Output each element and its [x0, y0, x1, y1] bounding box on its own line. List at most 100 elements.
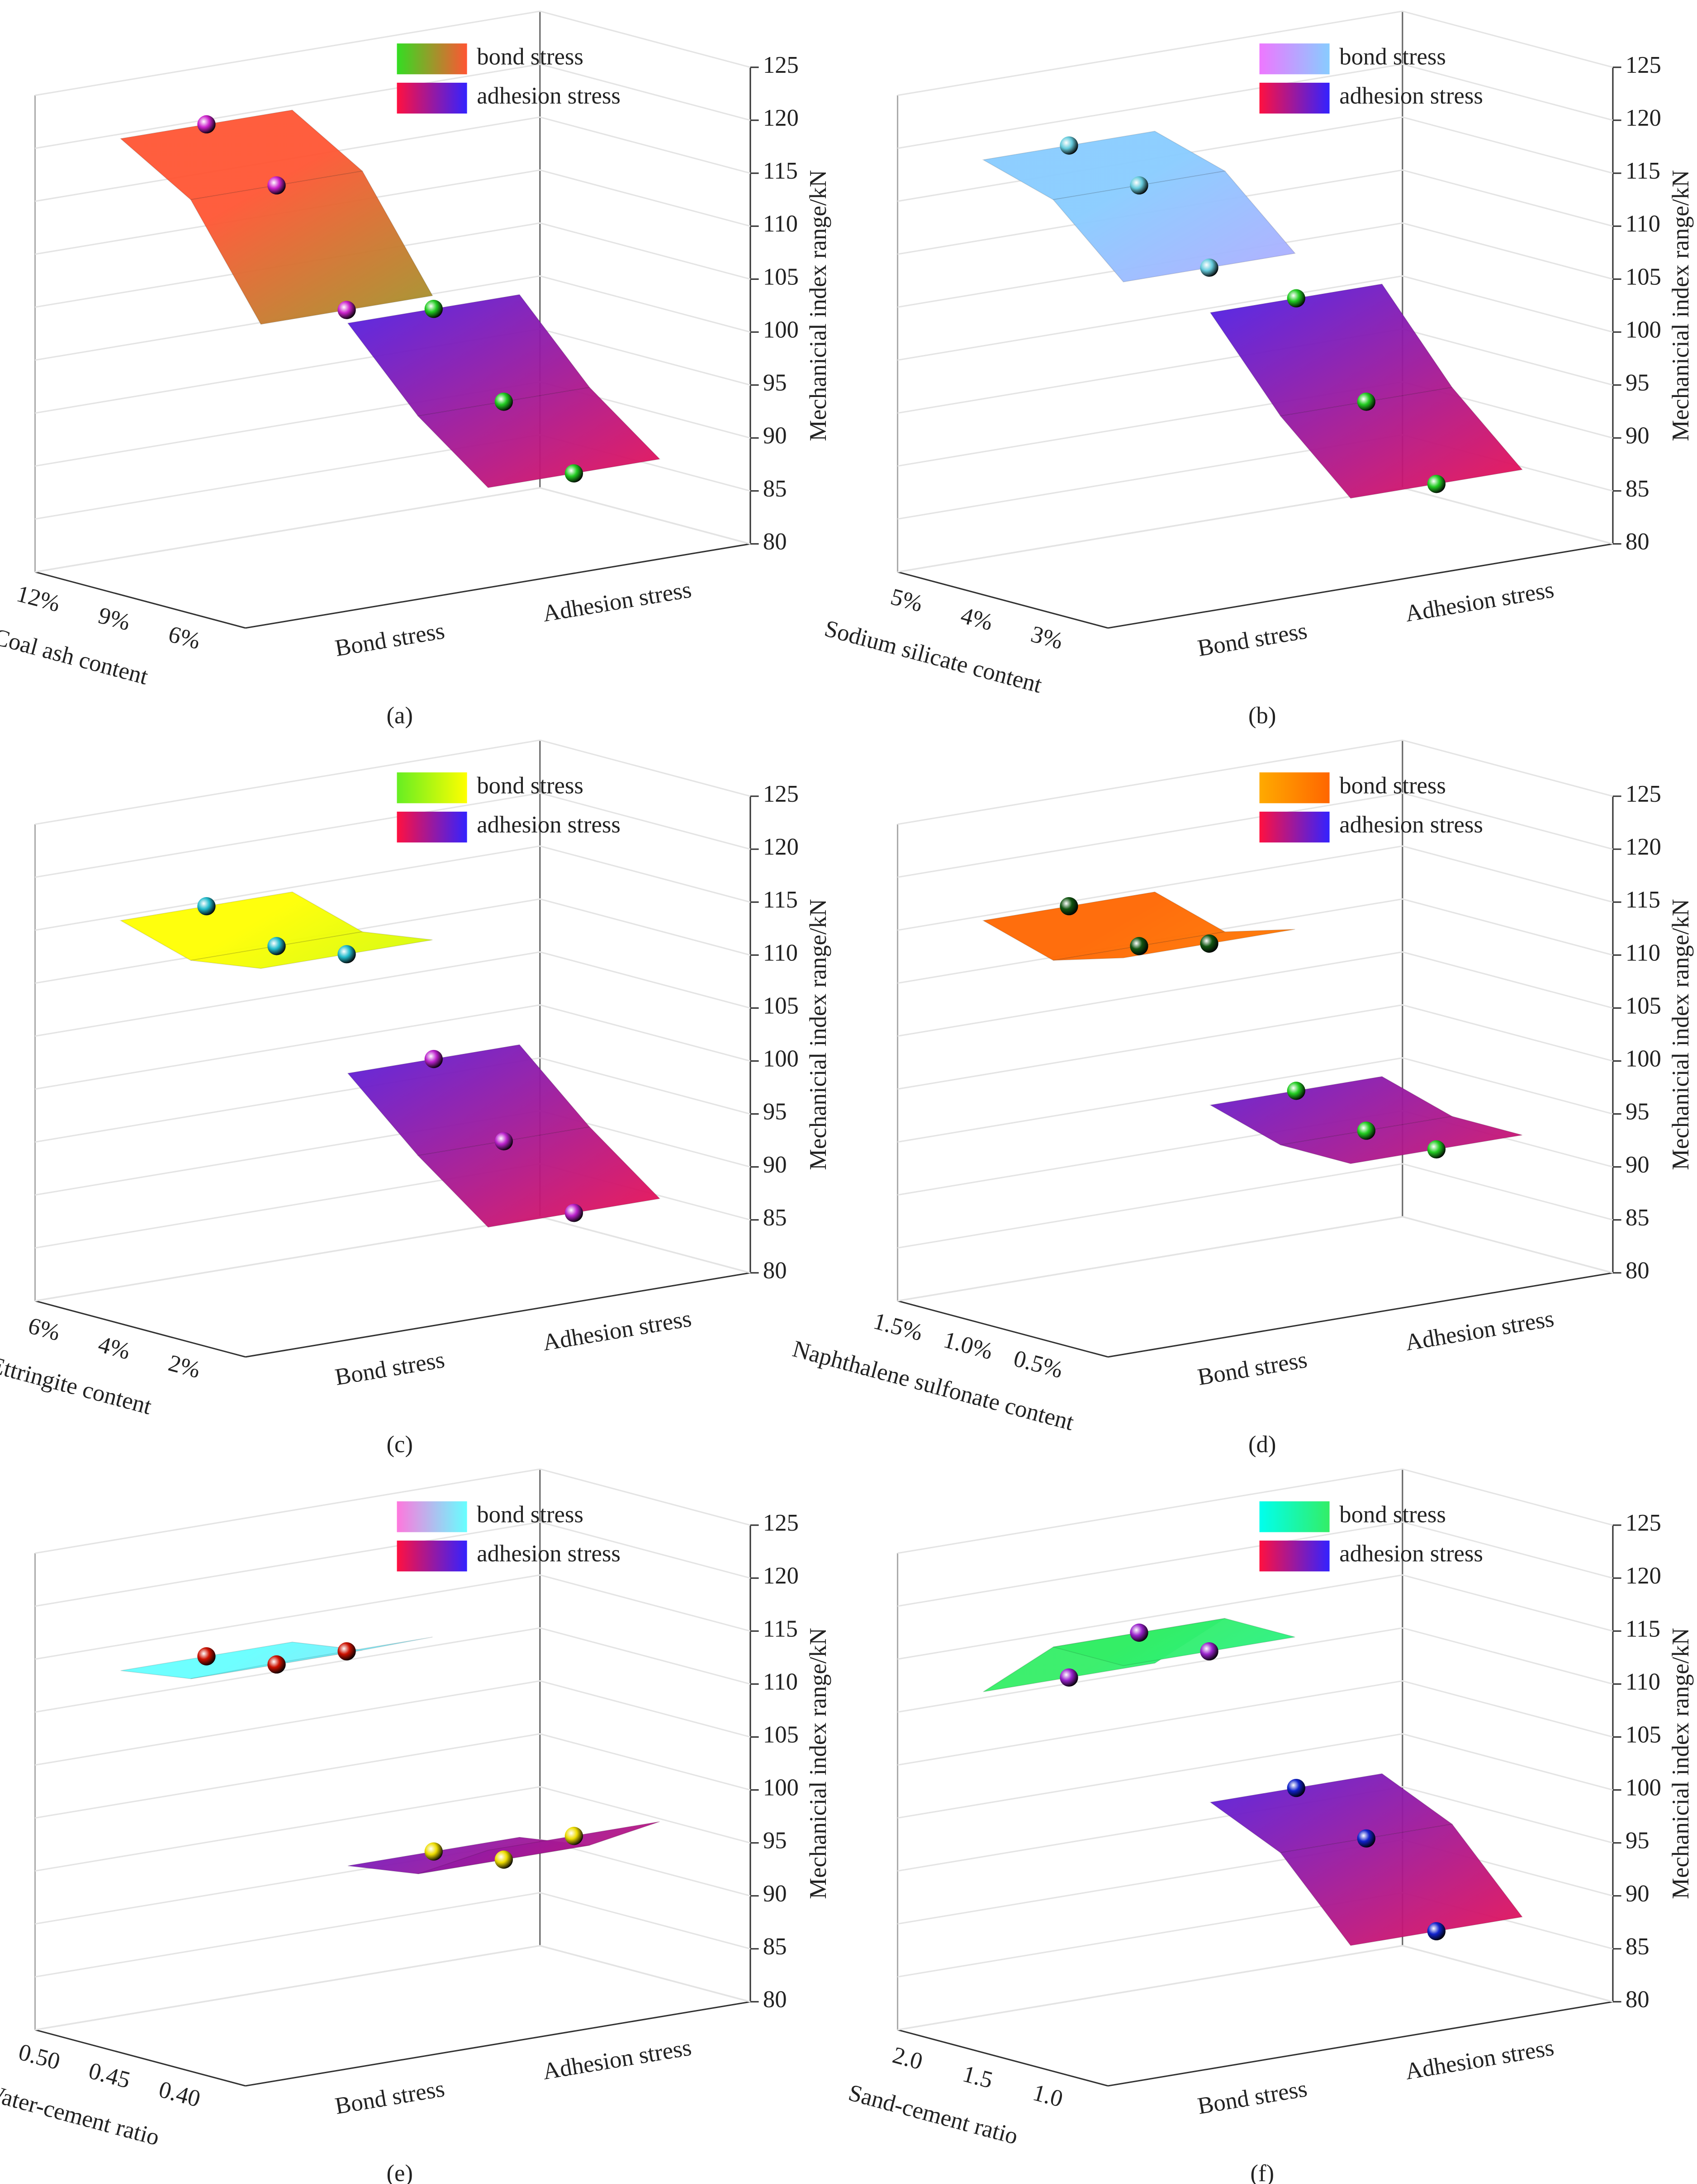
- legend-swatch: [1259, 43, 1330, 75]
- z-tick-label: 80: [763, 1986, 787, 2013]
- legend-swatch: [1259, 1541, 1330, 1572]
- z-tick-label: 95: [1626, 1828, 1650, 1854]
- z-axis-label: Mechanicial index range/kN: [1668, 899, 1694, 1170]
- axis-line: [1108, 543, 1613, 629]
- legend-swatch: [397, 811, 467, 843]
- surface: [120, 1641, 363, 1679]
- axis-line: [245, 2001, 751, 2087]
- x-tick-label: Bond stress: [1196, 618, 1309, 662]
- y-axis-label: Sodium silicate content: [822, 615, 1045, 699]
- z-tick-label: 120: [1626, 1563, 1661, 1589]
- y-tick-label: 3%: [1028, 621, 1066, 654]
- grid-line: [897, 275, 1613, 361]
- legend-label: adhesion stress: [1339, 83, 1483, 109]
- z-tick-label: 115: [1626, 887, 1660, 913]
- x-tick-label: Adhesion stress: [541, 577, 693, 627]
- y-tick-label: 12%: [14, 581, 63, 617]
- surface: [190, 170, 433, 325]
- marker: [424, 1842, 443, 1861]
- legend-swatch: [1259, 811, 1330, 843]
- y-tick-label: 4%: [958, 602, 995, 636]
- z-tick-label: 110: [1626, 940, 1660, 966]
- marker: [337, 301, 356, 319]
- axis-line: [35, 571, 246, 629]
- z-tick-label: 110: [763, 1669, 798, 1695]
- z-axis-label: Mechanicial index range/kN: [805, 1628, 831, 1899]
- legend-label: adhesion stress: [1339, 812, 1483, 838]
- marker: [424, 1049, 443, 1068]
- marker: [197, 1647, 216, 1666]
- panel: 80 85 90 95 100 105 110 115 120 125 Mechanicial in…: [790, 739, 1694, 1457]
- marker: [564, 1204, 583, 1222]
- z-tick-label: 115: [1626, 158, 1660, 184]
- z-tick-label: 105: [763, 993, 799, 1019]
- panel-label: (c): [386, 1431, 412, 1457]
- z-tick-label: 125: [763, 1510, 799, 1536]
- marker: [337, 945, 356, 964]
- z-tick-label: 90: [1626, 423, 1650, 449]
- z-tick-label: 90: [1626, 1881, 1650, 1907]
- marker: [494, 392, 513, 411]
- z-tick-label: 115: [763, 1616, 798, 1642]
- marker: [1130, 1623, 1148, 1642]
- panel: 80 85 90 95 100 105 110 115 120 125 Mechanicial in…: [846, 1468, 1694, 2184]
- grid-line: [35, 1521, 751, 1607]
- surface: [1053, 929, 1295, 961]
- grid-line: [897, 1521, 1613, 1607]
- z-tick-label: 115: [763, 887, 798, 913]
- panel-label: (d): [1248, 1431, 1276, 1457]
- marker: [267, 937, 286, 955]
- z-tick-label: 105: [763, 1722, 799, 1748]
- panel: 80 85 90 95 100 105 110 115 120 125 Mechanicial in…: [822, 10, 1694, 728]
- legend-swatch: [1259, 1501, 1330, 1532]
- grid-line: [897, 1163, 1613, 1249]
- marker: [1357, 392, 1375, 411]
- grid-line: [35, 1057, 751, 1143]
- panel-label: (f): [1250, 2160, 1274, 2184]
- surface: [1053, 1618, 1295, 1666]
- grid-line: [35, 739, 751, 825]
- z-tick-label: 125: [1626, 1510, 1661, 1536]
- z-tick-label: 125: [1626, 781, 1661, 807]
- z-tick-label: 115: [763, 158, 798, 184]
- axis-line: [245, 1272, 751, 1358]
- x-tick-label: Bond stress: [333, 618, 447, 662]
- x-tick-label: Adhesion stress: [541, 1305, 693, 1356]
- y-axis-label: Water-cement ratio: [0, 2079, 162, 2151]
- x-tick-label: Bond stress: [1196, 2075, 1309, 2119]
- panel: 80 85 90 95 100 105 110 115 120 125 Mechanicial in…: [0, 10, 831, 728]
- z-tick-label: 125: [763, 52, 799, 78]
- y-tick-label: 0.50: [16, 2039, 63, 2075]
- marker: [1427, 1140, 1446, 1158]
- grid-line: [35, 1892, 751, 1978]
- grid-line: [35, 951, 751, 1037]
- y-tick-label: 6%: [166, 621, 203, 654]
- panel-label: (a): [386, 702, 412, 728]
- z-tick-label: 80: [1626, 1986, 1650, 2013]
- grid-line: [897, 1574, 1613, 1660]
- grid-line: [897, 1004, 1613, 1090]
- z-tick-label: 100: [763, 317, 799, 343]
- z-tick-label: 95: [1626, 1099, 1650, 1125]
- marker: [267, 176, 286, 195]
- axis-line: [897, 571, 1109, 629]
- legend-label: adhesion stress: [477, 83, 621, 109]
- z-axis-label: Mechanicial index range/kN: [1668, 1628, 1694, 1899]
- axis-line: [245, 543, 751, 629]
- axis-line: [35, 2029, 246, 2087]
- grid-line: [897, 169, 1613, 255]
- z-tick-label: 80: [763, 529, 787, 555]
- grid-line: [897, 1057, 1613, 1143]
- x-tick-label: Adhesion stress: [1403, 1305, 1556, 1356]
- z-tick-label: 125: [1626, 52, 1661, 78]
- z-tick-label: 110: [1626, 211, 1660, 237]
- z-tick-label: 85: [1626, 476, 1650, 502]
- x-tick-label: Adhesion stress: [1403, 577, 1556, 627]
- legend-label: bond stress: [477, 1501, 583, 1527]
- z-axis-label: Mechanicial index range/kN: [805, 170, 831, 441]
- y-tick-label: 2.0: [890, 2042, 925, 2075]
- y-tick-label: 2%: [166, 1350, 203, 1383]
- surface: [417, 387, 661, 488]
- z-tick-label: 120: [1626, 105, 1661, 131]
- y-tick-label: 1.5%: [871, 1308, 925, 1346]
